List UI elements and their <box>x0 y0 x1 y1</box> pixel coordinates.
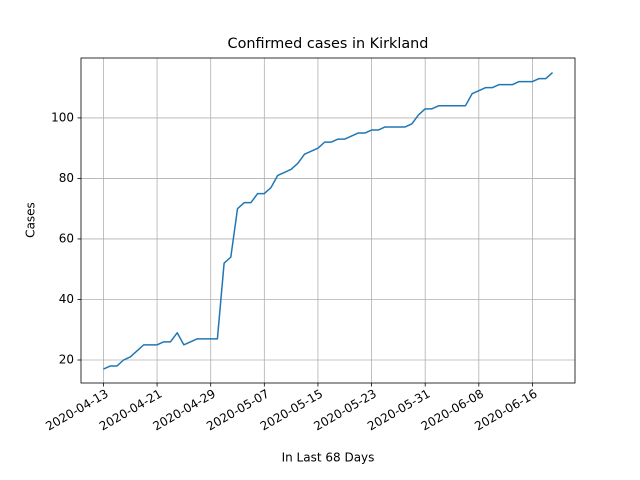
x-axis-label: In Last 68 Days <box>282 451 375 465</box>
y-tick-label: 20 <box>59 353 74 367</box>
y-tick-label: 40 <box>59 292 74 306</box>
chart-title: Confirmed cases in Kirkland <box>228 36 429 52</box>
plot-frame <box>80 57 576 384</box>
data-line <box>103 71 554 370</box>
y-axis-label: Cases <box>24 202 38 238</box>
y-tick-label: 80 <box>59 171 74 185</box>
y-tick-label: 100 <box>51 110 74 124</box>
y-tick-label: 60 <box>59 231 74 245</box>
